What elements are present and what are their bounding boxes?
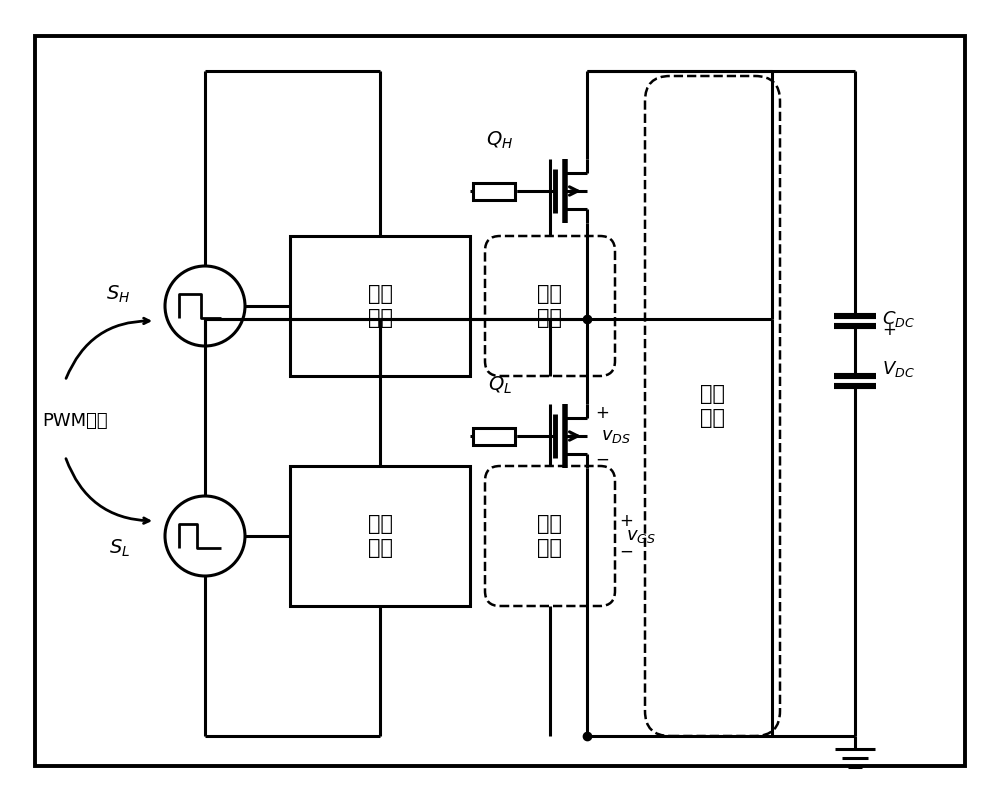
Bar (473, 183, 514, 199)
Text: $v_{DS}$: $v_{DS}$ (601, 427, 631, 445)
Text: $v_{GS}$: $v_{GS}$ (626, 527, 656, 545)
Text: 功率
回路: 功率 回路 (700, 384, 725, 428)
Text: $+$: $+$ (619, 512, 633, 530)
Text: $+$: $+$ (595, 404, 609, 422)
Bar (290, 236, 470, 376)
Text: 驱动
回路: 驱动 回路 (538, 285, 562, 327)
Text: $Q_H$: $Q_H$ (486, 130, 514, 151)
Text: 驱动
芯片: 驱动 芯片 (368, 285, 393, 327)
Text: $-$: $-$ (595, 450, 609, 468)
FancyBboxPatch shape (645, 76, 780, 736)
Text: $S_H$: $S_H$ (106, 283, 130, 305)
Bar (290, 466, 470, 606)
FancyBboxPatch shape (485, 466, 615, 606)
Bar (473, 427, 514, 445)
Text: $C_{DC}$: $C_{DC}$ (882, 309, 915, 329)
Text: $+$: $+$ (882, 321, 896, 339)
FancyBboxPatch shape (485, 236, 615, 376)
Text: PWM信号: PWM信号 (42, 412, 108, 430)
Text: $V_{DC}$: $V_{DC}$ (882, 359, 915, 379)
Text: 驱动
回路: 驱动 回路 (538, 514, 562, 558)
Text: $S_L$: $S_L$ (109, 537, 130, 558)
Text: $-$: $-$ (619, 542, 633, 560)
Text: 驱动
芯片: 驱动 芯片 (368, 514, 393, 558)
Text: $Q_L$: $Q_L$ (488, 375, 512, 396)
